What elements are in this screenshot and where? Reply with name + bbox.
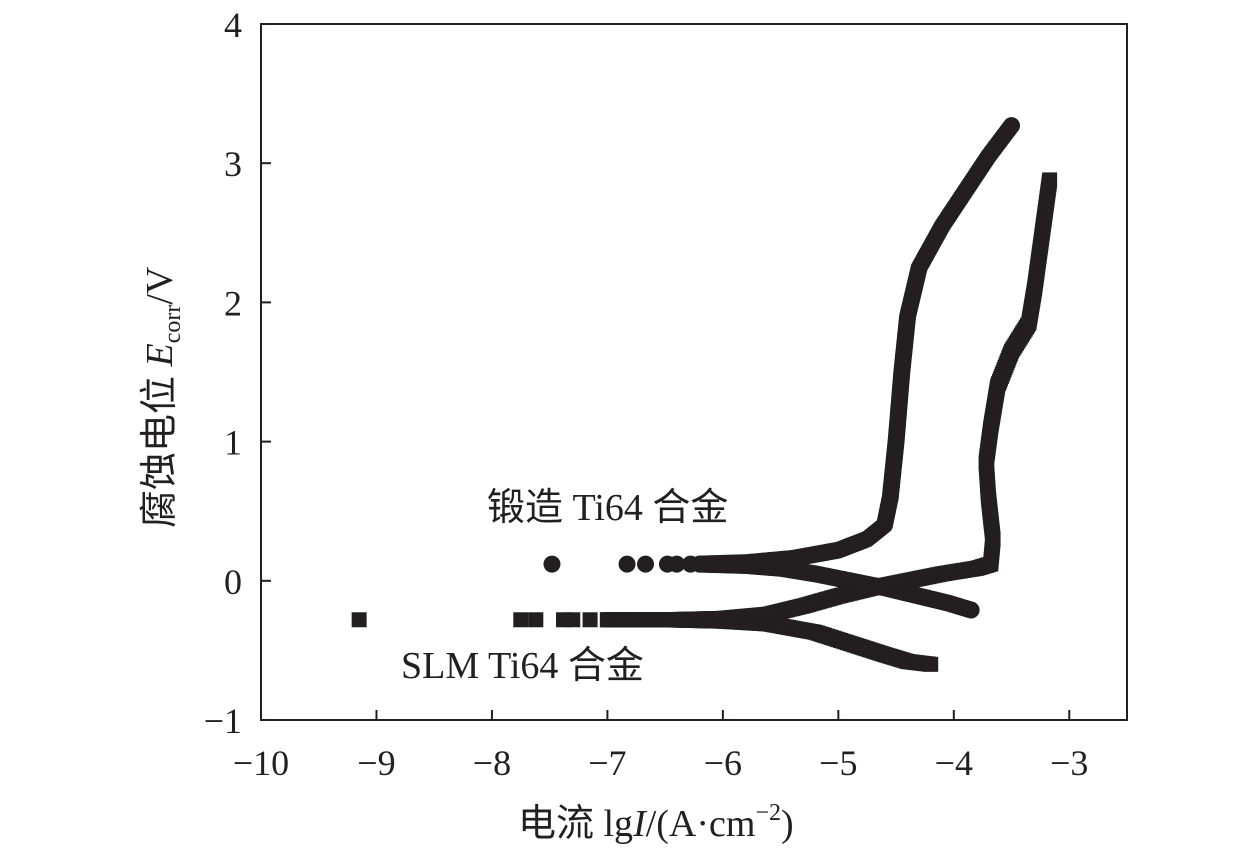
data-point xyxy=(962,601,980,619)
data-point xyxy=(668,555,686,573)
y-tick-label: 4 xyxy=(224,5,242,45)
x-tick-label: −10 xyxy=(233,743,289,783)
x-tick-label: −9 xyxy=(357,743,395,783)
x-tick-label: −8 xyxy=(473,743,511,783)
x-axis-title-exponent: −2 xyxy=(755,800,781,826)
data-point xyxy=(351,612,367,628)
y-axis-title-unit: /V xyxy=(139,266,181,305)
y-tick-label: 3 xyxy=(224,144,242,184)
x-axis-title-close: ) xyxy=(781,803,794,845)
x-axis-title-unit: /(A·cm xyxy=(646,803,756,845)
series-layer xyxy=(351,117,1058,672)
x-axis-title: 电流 lgI/(A·cm−2) xyxy=(518,800,794,845)
plot-frame xyxy=(260,23,1128,721)
x-tick-label: −7 xyxy=(588,743,626,783)
data-point xyxy=(1042,172,1058,188)
series-label-slm: SLM Ti64 合金 xyxy=(401,645,644,687)
y-tick-label: 1 xyxy=(224,423,242,463)
y-tick-label: 0 xyxy=(224,562,242,602)
x-tick-label: −4 xyxy=(935,743,973,783)
y-axis-title-var: E xyxy=(139,343,181,367)
y-axis-title-prefix: 腐蚀电位 xyxy=(139,366,181,528)
data-point xyxy=(565,612,581,628)
y-axis-title: 腐蚀电位 Ecorr/V xyxy=(139,266,186,528)
data-point xyxy=(1003,117,1021,135)
y-axis-title-sub: corr xyxy=(160,305,186,344)
y-tick-label: 2 xyxy=(224,283,242,323)
x-axis-title-prefix: 电流 lg xyxy=(518,803,633,845)
y-tick-label: −1 xyxy=(204,701,242,741)
series-forged xyxy=(543,117,1021,619)
x-tick-label: −3 xyxy=(1050,743,1088,783)
data-point xyxy=(637,555,655,573)
data-point xyxy=(618,555,636,573)
x-tick-label: −5 xyxy=(819,743,857,783)
series-slm xyxy=(351,172,1058,672)
x-tick-label: −6 xyxy=(704,743,742,783)
x-axis-title-var: I xyxy=(632,803,648,845)
data-point xyxy=(923,656,939,672)
data-point xyxy=(543,555,561,573)
data-point xyxy=(528,612,544,628)
data-point xyxy=(513,612,529,628)
data-point xyxy=(582,612,598,628)
series-label-forged: 锻造 Ti64 合金 xyxy=(487,487,728,529)
